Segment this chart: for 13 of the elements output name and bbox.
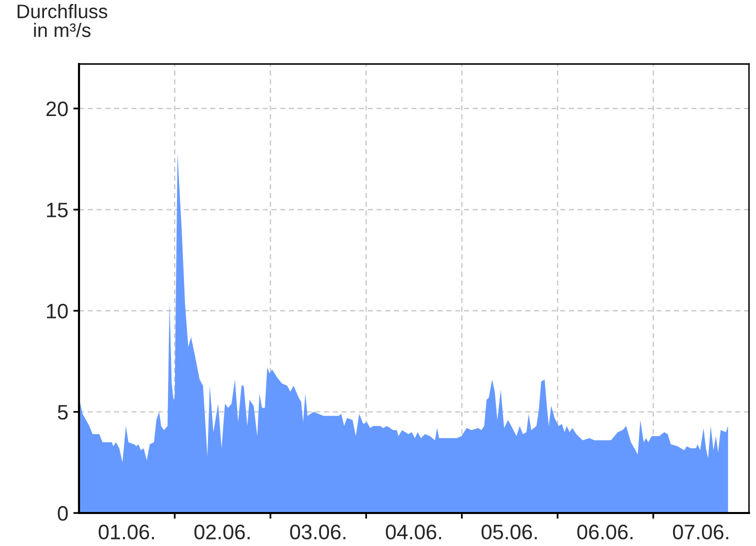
x-tick-label: 04.06. (386, 524, 442, 540)
x-tick-label: 02.06. (194, 524, 250, 540)
y-tick-label: 20 (46, 101, 68, 116)
y-axis-title: Durchfluss in m³/s (18, 4, 108, 38)
x-tick-label: 05.06. (482, 524, 537, 540)
x-tick-label: 03.06. (290, 524, 346, 540)
x-tick-label: 06.06. (577, 524, 632, 540)
y-tick-label: 5 (58, 405, 68, 420)
y-tick-label: 10 (47, 304, 68, 318)
y-tick-label: 0 (58, 506, 68, 521)
y-tick-label: 15 (47, 202, 68, 218)
x-tick-label: 07.06. (673, 524, 728, 540)
x-tick-label: 01.06. (98, 524, 154, 540)
